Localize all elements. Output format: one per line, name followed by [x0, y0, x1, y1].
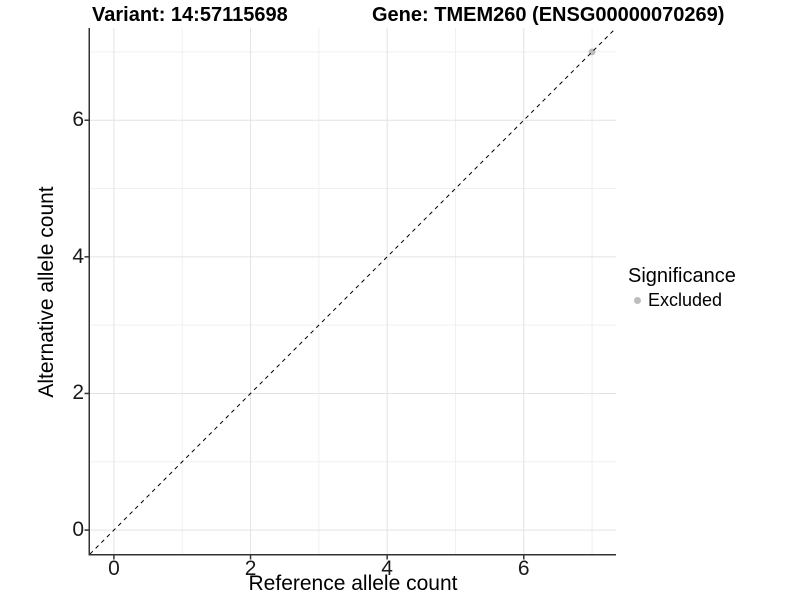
plot-title-gene: Gene: TMEM260 (ENSG00000070269): [372, 4, 725, 26]
legend-title: Significance: [628, 265, 736, 287]
x-axis-title: Reference allele count: [248, 572, 458, 595]
y-tick-label-0: 0: [72, 518, 84, 542]
legend: Significance Excluded: [628, 264, 736, 312]
identity-line: [89, 27, 617, 555]
legend-item-excluded: Excluded: [628, 288, 736, 312]
x-tick-label-4: 4: [381, 557, 393, 580]
legend-key: [628, 291, 646, 309]
plot-title-variant: Variant: 14:57115698: [92, 4, 288, 26]
excluded-point-icon: [633, 296, 641, 304]
legend-item-label: Excluded: [648, 289, 723, 310]
y-tick-label-4: 4: [72, 244, 84, 268]
y-tick-label-6: 6: [72, 108, 84, 132]
x-tick-label-0: 0: [108, 557, 120, 580]
y-tick-label-2: 2: [72, 381, 84, 405]
x-tick-label-2: 2: [244, 557, 257, 580]
x-tick-label-6: 6: [517, 557, 530, 580]
